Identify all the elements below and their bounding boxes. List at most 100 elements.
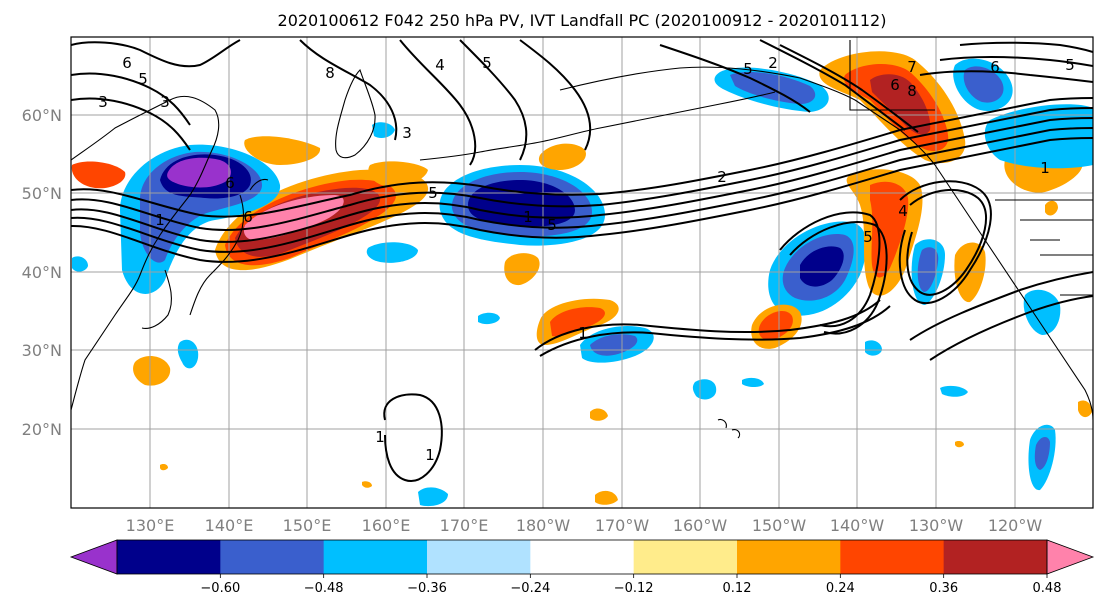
shade-negative-small-11 — [478, 312, 500, 325]
contour-na-3 — [919, 70, 1093, 83]
colorbar-segment — [737, 540, 841, 574]
shade-negative-small-7 — [366, 242, 418, 263]
colorbar-tick-label: −0.36 — [407, 581, 447, 596]
contour-trough-east — [779, 211, 881, 328]
contour-subtropic — [534, 299, 881, 351]
contour-na-2 — [939, 56, 1093, 67]
lon-label-120w: 120°W — [988, 516, 1043, 535]
contour-label: 7 — [907, 58, 917, 76]
lon-label-170w: 170°W — [595, 516, 650, 535]
shade-negative-small-13 — [72, 256, 88, 272]
contour-alaska-3 — [659, 44, 811, 113]
lat-label-50n: 50°N — [22, 184, 62, 203]
contour-label: 6 — [122, 54, 132, 72]
shade-positive-small-14 — [160, 464, 168, 471]
shade-negative-small-1-inner — [730, 72, 816, 104]
lon-label-150w: 150°W — [752, 516, 807, 535]
contour-nw-6 — [71, 72, 191, 126]
colorbar-segment — [840, 540, 945, 574]
colorbar-segment — [323, 540, 428, 574]
contour-label: 6 — [225, 174, 235, 192]
colorbar-segment — [220, 540, 325, 574]
shade-negative-small-12 — [372, 122, 395, 138]
contour-label: 1 — [578, 324, 588, 342]
contour-label: 5 — [743, 60, 753, 78]
contour-nw-7 — [71, 97, 191, 151]
coast-korea — [141, 269, 172, 329]
contour-alaska-2 — [779, 44, 919, 133]
contour-ridge-2 — [906, 188, 987, 296]
shade-positive-small-15 — [362, 481, 372, 488]
coast-japan — [189, 178, 269, 316]
contour-label: 8 — [325, 64, 335, 82]
colorbar-tick-label: −0.24 — [510, 581, 550, 596]
contour-3 — [71, 137, 1093, 263]
contour-label: 8 — [907, 82, 917, 100]
pv-shading — [71, 51, 1093, 507]
contour-label: 2 — [717, 168, 727, 186]
lon-label-160w: 160°W — [673, 516, 728, 535]
contour-label: 3 — [402, 124, 412, 142]
shade-positive-small-13 — [955, 441, 964, 448]
colorbar-segment — [427, 540, 531, 574]
shade-positive-alaska-core — [870, 74, 931, 135]
colorbar-segment — [530, 540, 635, 574]
border-alaska — [849, 40, 935, 111]
contour-subtropic-2 — [539, 305, 891, 357]
contour-na-1 — [959, 41, 1093, 53]
shade-negative-small-8 — [177, 339, 199, 369]
contour-label: 5 — [1065, 56, 1075, 74]
colorbar: −0.60 −0.48 −0.36 −0.24 −0.12 0.12 0.24 0.36 0.4… — [69, 539, 1095, 596]
contour-isolated — [383, 393, 443, 482]
contour-label: 2 — [768, 54, 778, 72]
map-frame — [70, 36, 1094, 509]
colorbar-tick-label: 0.36 — [929, 581, 958, 596]
shade-positive-small-7 — [368, 161, 428, 187]
coast-asia — [71, 95, 220, 411]
shade-positive-subtropic-inner — [550, 307, 605, 337]
contour-ridge — [898, 180, 992, 305]
shade-positive-small-1 — [504, 253, 540, 286]
contour-label: 5 — [482, 54, 492, 72]
shade-negative-small-9 — [692, 379, 717, 400]
lon-label-130e: 130°E — [126, 516, 175, 535]
shade-positive-small-5 — [133, 356, 171, 386]
colorbar-tick-label: −0.48 — [304, 581, 344, 596]
contour-1 — [71, 117, 1093, 243]
colorbar-tick-label: 0.12 — [723, 581, 752, 596]
coast-kamchatka — [335, 68, 376, 159]
lon-label-140e: 140°E — [205, 516, 254, 535]
contour-nw-1 — [71, 39, 241, 68]
shade-negative-small-14 — [865, 340, 882, 356]
contour-5 — [71, 97, 1093, 218]
lat-label-40n: 40°N — [22, 263, 62, 282]
contour-label: 5 — [428, 184, 438, 202]
shade-positive-small-6 — [244, 136, 321, 165]
lon-label-140w: 140°W — [830, 516, 885, 535]
colorbar-tick-label: 0.24 — [826, 581, 855, 596]
coast-hawaii — [717, 418, 741, 439]
shade-negative-small-4-inner — [917, 247, 939, 292]
figure-title: 2020100612 F042 250 hPa PV, IVT Landfall… — [278, 11, 887, 30]
lon-label-130w: 130°W — [909, 516, 964, 535]
contour-label: 1 — [375, 428, 385, 446]
shade-positive-small-11 — [1045, 200, 1058, 216]
contour-label: 6 — [890, 76, 900, 94]
colorbar-frame — [116, 539, 1048, 575]
contour-label: 1 — [1040, 159, 1050, 177]
colorbar-extend-high — [1046, 539, 1095, 575]
coast-aleutians — [419, 91, 776, 161]
lat-label-60n: 60°N — [22, 106, 62, 125]
contour-2 — [71, 127, 1093, 253]
longitude-labels: 130°E 140°E 150°E 160°E 170°E 180°W 170°… — [126, 516, 1043, 535]
contour-label: 5 — [547, 216, 557, 234]
contour-nw-4 — [459, 39, 528, 161]
contour-wc-2 — [929, 295, 1093, 361]
lon-label-160e: 160°E — [362, 516, 411, 535]
shade-positive-east30-inner — [758, 310, 793, 341]
shade-negative-east-core — [800, 246, 844, 287]
graticule — [71, 37, 1093, 508]
contour-label: 5 — [138, 70, 148, 88]
